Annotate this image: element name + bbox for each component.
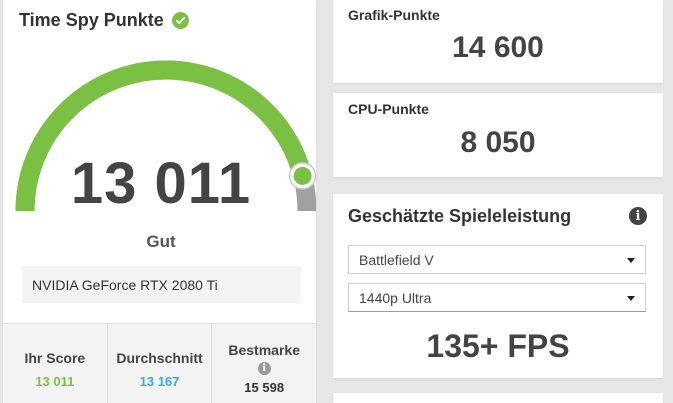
graphics-score-card: Grafik-Punkte 14 600 [333, 0, 663, 83]
game-performance-card: Geschätzte Spieleleistung i Battlefield … [333, 194, 663, 378]
preset-select-value: 1440p Ultra [359, 290, 431, 306]
total-score: 13 011 [3, 150, 319, 217]
score-comparison: Ihr Score 13 011 Durchschnitt 13 167 Bes… [3, 323, 316, 403]
chevron-down-icon [627, 296, 635, 301]
fps-estimate: 135+ FPS [333, 328, 663, 365]
your-score-label: Ihr Score [3, 350, 107, 366]
best-value: 15 598 [212, 380, 316, 395]
game-select[interactable]: Battlefield V [348, 245, 646, 274]
chevron-down-icon [627, 258, 635, 263]
average-stat: Durchschnitt 13 167 [107, 324, 212, 403]
best-label: Bestmarke [212, 342, 316, 358]
game-performance-title: Geschätzte Spieleleistung [348, 206, 571, 227]
cpu-score-value: 8 050 [333, 126, 663, 160]
average-label: Durchschnitt [108, 350, 212, 366]
next-card [333, 393, 663, 403]
best-info-icon[interactable]: i [258, 362, 271, 375]
score-rating: Gut [3, 232, 319, 252]
cpu-score-card: CPU-Punkte 8 050 [333, 93, 663, 177]
graphics-score-label: Grafik-Punkte [348, 7, 440, 23]
your-score-value: 13 011 [3, 374, 107, 389]
average-value: 13 167 [108, 374, 212, 389]
info-icon[interactable]: i [629, 207, 647, 225]
best-stat: Bestmarke i 15 598 [211, 324, 316, 403]
cpu-score-label: CPU-Punkte [348, 101, 429, 117]
your-score-stat: Ihr Score 13 011 [3, 324, 107, 403]
preset-select[interactable]: 1440p Ultra [348, 283, 646, 312]
graphics-score-value: 14 600 [333, 31, 663, 65]
game-select-value: Battlefield V [359, 252, 434, 268]
gpu-name: NVIDIA GeForce RTX 2080 Ti [22, 266, 301, 303]
